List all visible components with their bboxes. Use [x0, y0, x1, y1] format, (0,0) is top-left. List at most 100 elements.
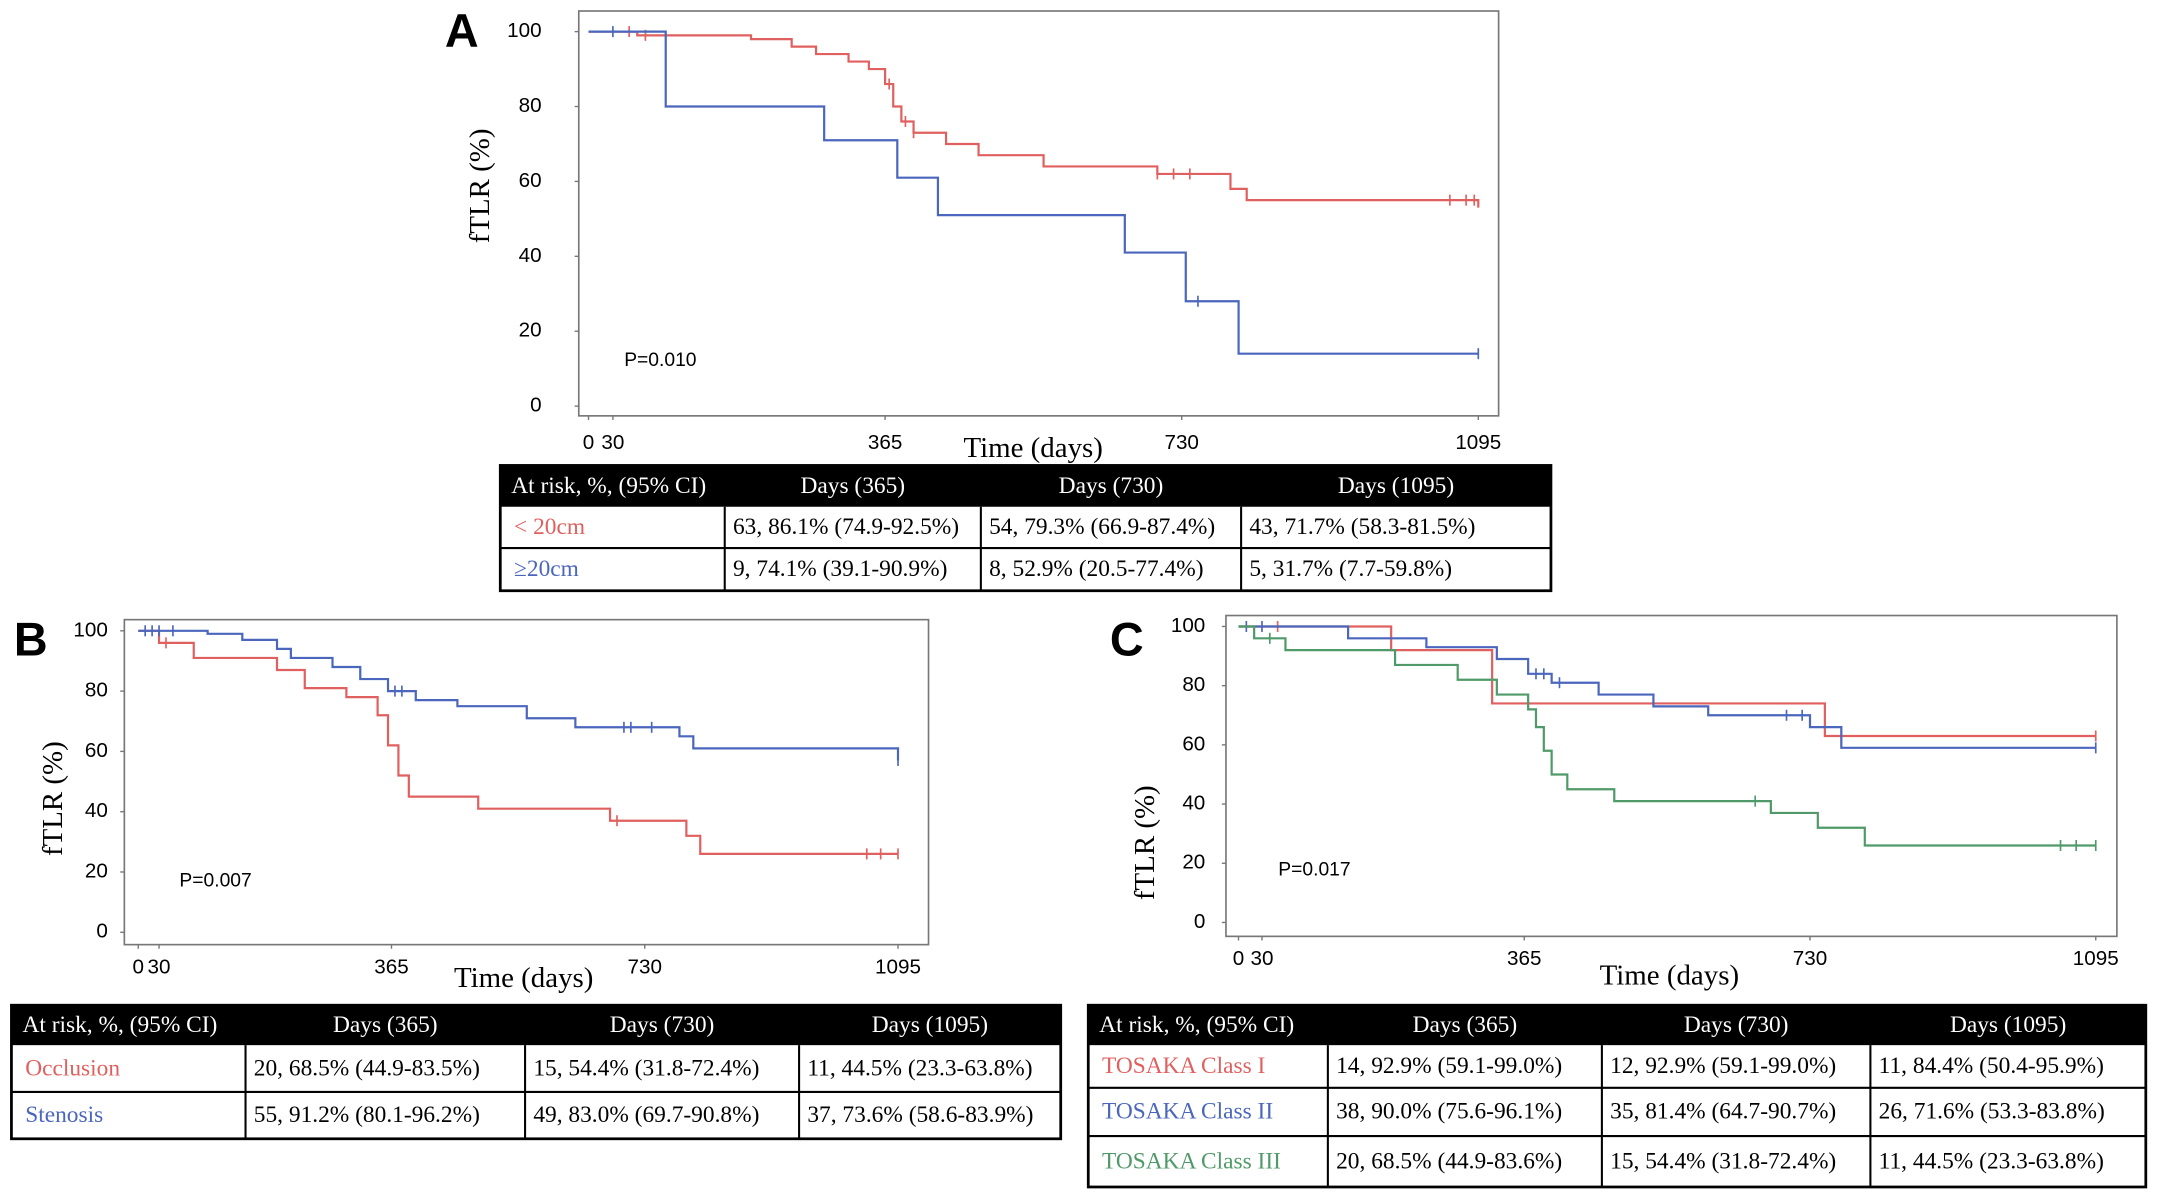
- y-tick-label: 60: [85, 739, 108, 762]
- p-value-annotation: P=0.007: [179, 870, 251, 891]
- survival-curve: [138, 629, 900, 761]
- table-header-cell: Days (1095): [872, 1012, 988, 1038]
- y-tick-label: 0: [96, 920, 107, 943]
- panel-label: B: [14, 613, 48, 665]
- table-cell: 54, 79.3% (66.9-87.4%): [989, 514, 1215, 540]
- table-header-cell: Days (1095): [1950, 1012, 2066, 1038]
- survival-curve: [1238, 625, 2096, 738]
- x-tick-label: 730: [1164, 431, 1198, 454]
- table-cell: 14, 92.9% (59.1-99.0%): [1336, 1053, 1562, 1079]
- table-cell: 11, 84.4% (50.4-95.9%): [1879, 1053, 2104, 1079]
- table-header-cell: At risk, %, (95% CI): [22, 1012, 217, 1038]
- x-tick-label: 365: [868, 431, 902, 454]
- table-cell: 49, 83.0% (69.7-90.8%): [533, 1102, 759, 1128]
- table-header-cell: Days (365): [1413, 1012, 1518, 1038]
- y-tick-label: 60: [1182, 732, 1205, 755]
- x-axis-label: Time (days): [1600, 959, 1739, 991]
- table-row-label: TOSAKA Class III: [1102, 1148, 1281, 1174]
- table-row-label: < 20cm: [514, 514, 585, 540]
- plot-frame: [1225, 614, 2118, 938]
- y-tick-label: 60: [519, 169, 542, 192]
- table-header-cell: At risk, %, (95% CI): [511, 473, 706, 499]
- y-tick-label: 80: [1182, 673, 1205, 696]
- x-tick-label: 0: [132, 955, 143, 978]
- table-row-label: Occlusion: [25, 1055, 120, 1081]
- x-tick-label: 1095: [2073, 947, 2119, 970]
- y-tick-label: 20: [519, 319, 542, 342]
- y-tick-label: 80: [519, 94, 542, 117]
- table-header-cell: Days (1095): [1338, 473, 1454, 499]
- x-axis-label: Time (days): [963, 432, 1102, 464]
- table-row-label: TOSAKA Class I: [1102, 1053, 1265, 1079]
- table-cell: 38, 90.0% (75.6-96.1%): [1336, 1099, 1562, 1125]
- table-frame: [1086, 1003, 2148, 1189]
- table-header-cell: Days (730): [1684, 1012, 1789, 1038]
- survival-curve: [138, 629, 898, 855]
- x-tick-label: 730: [1793, 947, 1827, 970]
- survival-curve: [1238, 625, 2096, 749]
- x-tick-label: 730: [628, 955, 662, 978]
- table-cell: 15, 54.4% (31.8-72.4%): [533, 1055, 759, 1081]
- y-tick-label: 20: [85, 859, 108, 882]
- table-cell: 37, 73.6% (58.6-83.9%): [807, 1102, 1033, 1128]
- table-cell: 8, 52.9% (20.5-77.4%): [989, 556, 1203, 582]
- y-tick-label: 100: [1171, 614, 1205, 637]
- table-header-cell: Days (365): [800, 473, 905, 499]
- y-tick-label: 40: [1182, 792, 1205, 815]
- y-tick-label: 40: [85, 799, 108, 822]
- table-header-bg: [1088, 1005, 2146, 1046]
- x-tick-label: 365: [374, 955, 408, 978]
- survival-curve: [1238, 625, 2096, 847]
- x-tick-label: 1095: [1455, 431, 1501, 454]
- x-tick-label: 365: [1507, 947, 1541, 970]
- table-frame: [10, 1003, 1063, 1141]
- table-header-cell: Days (365): [333, 1012, 438, 1038]
- y-tick-label: 20: [1182, 851, 1205, 874]
- plot-frame: [577, 10, 1500, 417]
- y-axis-label: fTLR (%): [1129, 785, 1161, 900]
- table-cell: 11, 44.5% (23.3-63.8%): [807, 1055, 1032, 1081]
- x-tick-label: 0: [1233, 947, 1244, 970]
- x-tick-label: 30: [1250, 947, 1273, 970]
- table-cell: 9, 74.1% (39.1-90.9%): [733, 556, 947, 582]
- y-tick-label: 40: [519, 244, 542, 267]
- panel-label: A: [445, 5, 479, 57]
- y-tick-label: 80: [85, 679, 108, 702]
- table-cell: 5, 31.7% (7.7-59.8%): [1249, 556, 1452, 582]
- table-cell: 11, 44.5% (23.3-63.8%): [1879, 1148, 2104, 1174]
- y-tick-label: 0: [530, 394, 541, 417]
- table-header-bg: [500, 465, 1551, 507]
- x-axis-label: Time (days): [454, 962, 593, 994]
- x-tick-label: 30: [148, 955, 171, 978]
- table-row-label: ≥20cm: [514, 556, 579, 582]
- x-tick-label: 0: [583, 431, 594, 454]
- table-cell: 26, 71.6% (53.3-83.8%): [1879, 1099, 2105, 1125]
- table-cell: 20, 68.5% (44.9-83.6%): [1336, 1148, 1562, 1174]
- table-header-cell: At risk, %, (95% CI): [1099, 1012, 1294, 1038]
- table-frame: [498, 464, 1553, 593]
- panel-label: C: [1110, 613, 1144, 665]
- survival-curve: [588, 30, 1480, 208]
- table-cell: 35, 81.4% (64.7-90.7%): [1610, 1099, 1836, 1125]
- table-cell: 20, 68.5% (44.9-83.5%): [254, 1055, 480, 1081]
- table-cell: 15, 54.4% (31.8-72.4%): [1610, 1148, 1836, 1174]
- survival-curve: [588, 30, 1479, 355]
- table-cell: 55, 91.2% (80.1-96.2%): [254, 1102, 480, 1128]
- y-axis-label: fTLR (%): [464, 129, 496, 244]
- p-value-annotation: P=0.017: [1278, 859, 1350, 880]
- x-tick-label: 30: [601, 431, 624, 454]
- plot-frame: [123, 618, 930, 946]
- p-value-annotation: P=0.010: [624, 350, 696, 371]
- table-cell: 43, 71.7% (58.3-81.5%): [1249, 514, 1475, 540]
- table-header-cell: Days (730): [1059, 473, 1164, 499]
- table-header-cell: Days (730): [610, 1012, 715, 1038]
- y-tick-label: 100: [73, 618, 107, 641]
- table-header-bg: [11, 1005, 1061, 1046]
- x-tick-label: 1095: [875, 955, 921, 978]
- table-cell: 12, 92.9% (59.1-99.0%): [1610, 1053, 1836, 1079]
- y-axis-label: fTLR (%): [37, 741, 69, 856]
- table-row-label: TOSAKA Class II: [1102, 1099, 1273, 1125]
- table-cell: 63, 86.1% (74.9-92.5%): [733, 514, 959, 540]
